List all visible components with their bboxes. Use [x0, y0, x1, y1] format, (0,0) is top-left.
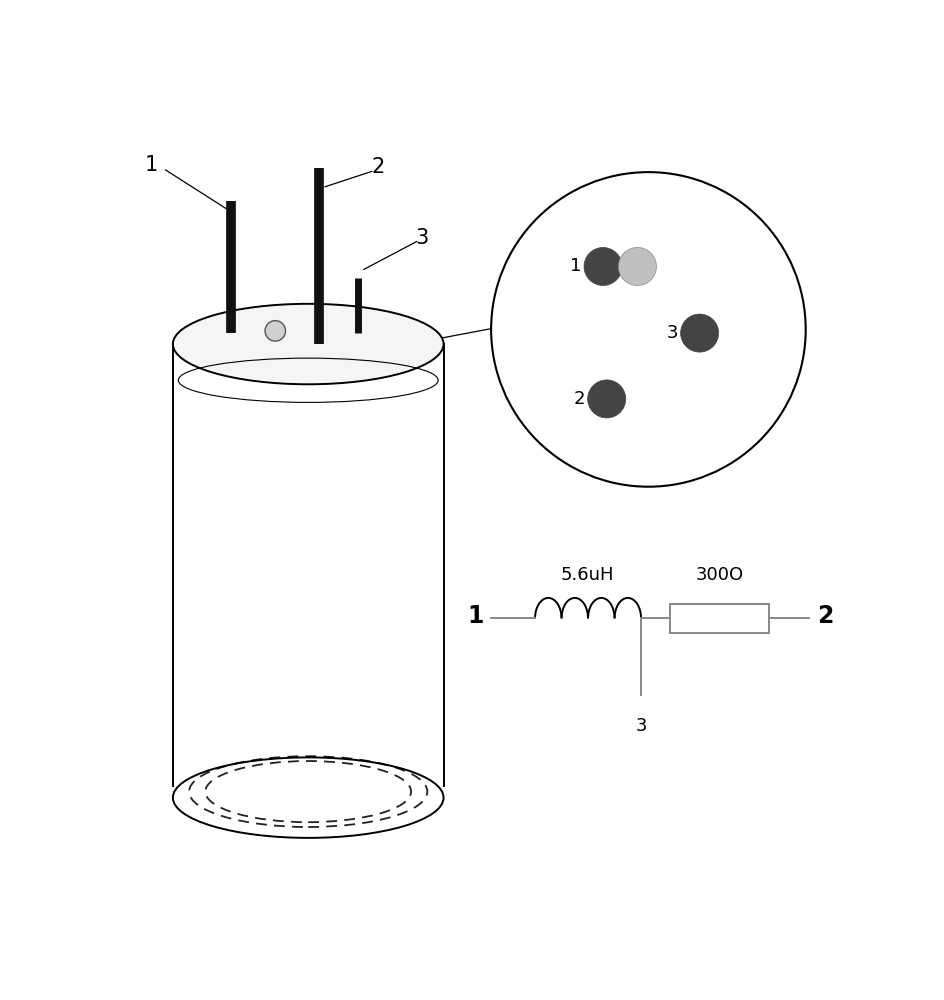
- Text: 2: 2: [371, 157, 384, 177]
- Circle shape: [584, 247, 622, 286]
- Text: 3: 3: [415, 228, 429, 248]
- Text: 1: 1: [144, 155, 158, 175]
- Text: 2: 2: [817, 604, 833, 628]
- Circle shape: [491, 172, 805, 487]
- Text: 2: 2: [573, 390, 584, 408]
- Circle shape: [681, 314, 718, 352]
- Circle shape: [265, 321, 285, 341]
- Ellipse shape: [173, 304, 444, 384]
- Circle shape: [588, 380, 626, 418]
- Text: 5.6uH: 5.6uH: [561, 566, 615, 584]
- Text: 3: 3: [635, 717, 647, 735]
- Text: 3: 3: [666, 324, 679, 342]
- FancyBboxPatch shape: [670, 604, 769, 633]
- Text: 1: 1: [569, 257, 581, 275]
- Text: 300O: 300O: [696, 566, 744, 584]
- Circle shape: [618, 247, 656, 286]
- Text: 1: 1: [467, 604, 483, 628]
